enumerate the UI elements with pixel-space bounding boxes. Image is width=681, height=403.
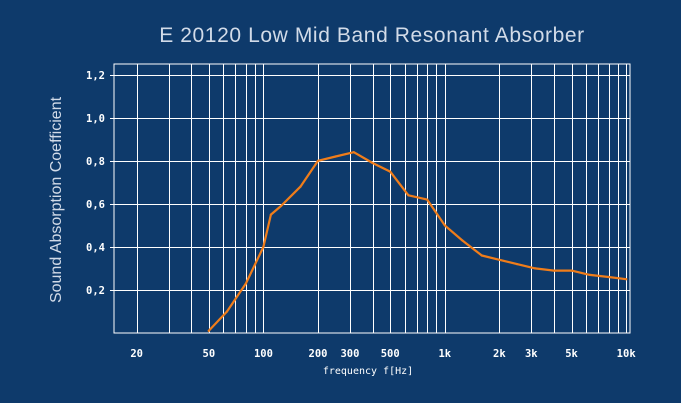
- data-point: [269, 213, 272, 216]
- data-point: [299, 185, 302, 188]
- x-tick-label: 20: [130, 348, 143, 360]
- data-point: [352, 151, 355, 154]
- x-tick-label: 5k: [565, 348, 578, 360]
- x-tick-label: 2k: [493, 348, 506, 360]
- data-point: [498, 258, 501, 261]
- data-point: [443, 224, 446, 227]
- chart-title: E 20120 Low Mid Band Resonant Absorber: [159, 24, 585, 47]
- data-point: [407, 194, 410, 197]
- data-point: [371, 161, 374, 165]
- data-point: [588, 273, 591, 276]
- data-point: [461, 239, 464, 242]
- y-tick-label: 0,4: [86, 242, 105, 254]
- y-axis-label: Sound Absorption Coefficient: [48, 96, 65, 303]
- data-point: [244, 282, 247, 285]
- x-axis-ticks: 20 50 100 200 300 500 1k 2k 3k 5k 10k: [130, 348, 636, 360]
- x-axis-label: frequency f[Hz]: [323, 366, 413, 377]
- grid: [114, 64, 630, 333]
- y-tick-label: 0,6: [86, 199, 105, 211]
- x-tick-label: 50: [203, 348, 216, 360]
- x-tick-label: 300: [340, 348, 359, 360]
- y-tick-label: 1,2: [86, 70, 105, 82]
- data-point: [207, 329, 210, 332]
- data-point: [607, 275, 610, 279]
- data-point: [552, 269, 556, 272]
- x-tick-label: 10k: [617, 348, 637, 360]
- y-tick-label: 0,2: [86, 285, 105, 297]
- data-point: [262, 245, 265, 248]
- y-tick-label: 1,0: [86, 113, 105, 125]
- series-group: [207, 151, 628, 332]
- data-point: [389, 170, 392, 173]
- data-point: [570, 269, 573, 272]
- y-tick-label: 0,8: [86, 156, 105, 168]
- data-point: [625, 278, 628, 281]
- data-point: [426, 198, 429, 201]
- plot-frame: [113, 63, 631, 334]
- data-point: [316, 159, 320, 162]
- y-axis-ticks: 0,2 0,4 0,6 0,8 1,0 1,2: [86, 70, 114, 297]
- x-tick-label: 1k: [438, 348, 451, 360]
- data-point: [279, 204, 283, 208]
- data-point: [225, 310, 229, 313]
- x-tick-label: 200: [309, 348, 328, 360]
- data-point: [480, 254, 483, 257]
- data-point: [534, 267, 537, 270]
- data-point: [334, 155, 337, 158]
- x-tick-label: 500: [381, 348, 400, 360]
- x-tick-label: 100: [254, 348, 273, 360]
- data-point: [515, 263, 519, 266]
- x-tick-label: 3k: [525, 348, 538, 360]
